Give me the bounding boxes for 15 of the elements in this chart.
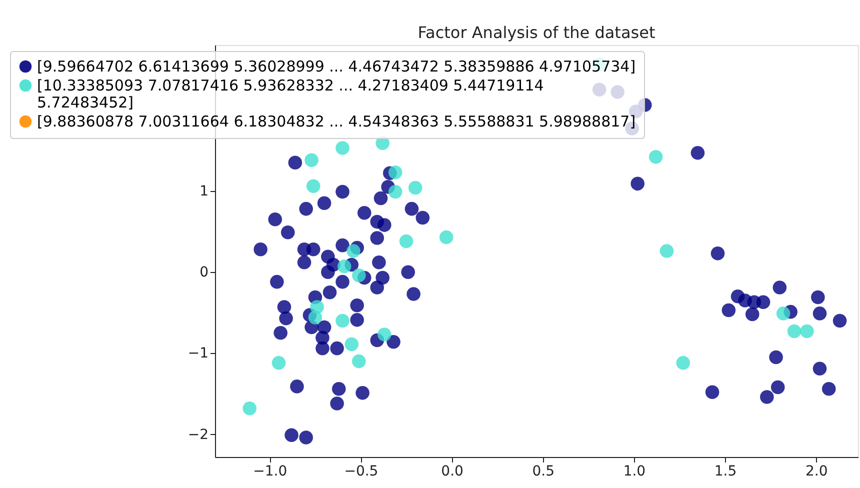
legend-label: [9.88360878 7.00311664 6.18304832 ... 4.54348363 5.55588831 5.98988817] bbox=[37, 112, 636, 130]
legend-label: [9.59664702 6.61413699 5.36028999 ... 4.46743472 5.38359886 4.97105734] bbox=[37, 58, 636, 76]
chart-title: Factor Analysis of the dataset bbox=[418, 23, 656, 42]
y-tick-label: −1 bbox=[188, 346, 208, 362]
x-tick-label: −1.0 bbox=[253, 464, 288, 480]
x-tick-label: 1.0 bbox=[623, 464, 646, 480]
x-tick-label: −0.5 bbox=[344, 464, 378, 480]
legend-label: [10.33385093 7.07817416 5.93628332 ... 4.27183409 5.44719114 5.72483452] bbox=[37, 76, 544, 112]
x-tick-label: 1.5 bbox=[714, 464, 737, 480]
y-tick-label: 1 bbox=[200, 183, 208, 200]
y-tick-label: −2 bbox=[188, 426, 208, 443]
x-tick-label: 0.0 bbox=[441, 464, 464, 480]
x-tick-label: 0.5 bbox=[532, 464, 555, 480]
x-tick-label: 2.0 bbox=[805, 464, 828, 480]
y-tick-label: 0 bbox=[200, 264, 208, 281]
